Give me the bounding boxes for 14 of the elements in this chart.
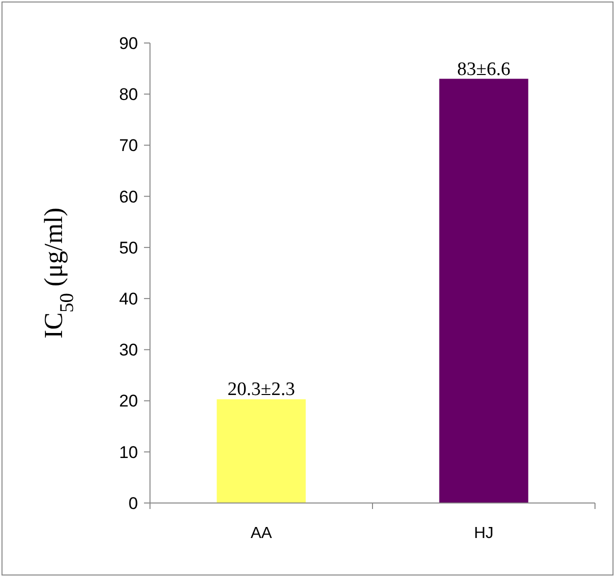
y-tick-label: 50 [119,238,138,258]
y-tick-label: 20 [119,392,138,411]
y-tick-label: 70 [119,136,138,156]
y-tick-label: 80 [119,85,138,104]
y-tick-label: 10 [119,442,138,462]
data-label: 20.3±2.3 [228,379,295,400]
y-tick-label: 0 [128,494,138,513]
x-tick-label: AA [250,525,272,542]
y-tick-label: 40 [119,290,138,309]
y-tick-label: 90 [119,34,138,53]
y-tick-label: 30 [119,340,138,360]
x-tick-label: HJ [474,525,494,542]
y-tick-label: 60 [119,187,138,206]
data-label: 83±6.6 [457,58,510,80]
